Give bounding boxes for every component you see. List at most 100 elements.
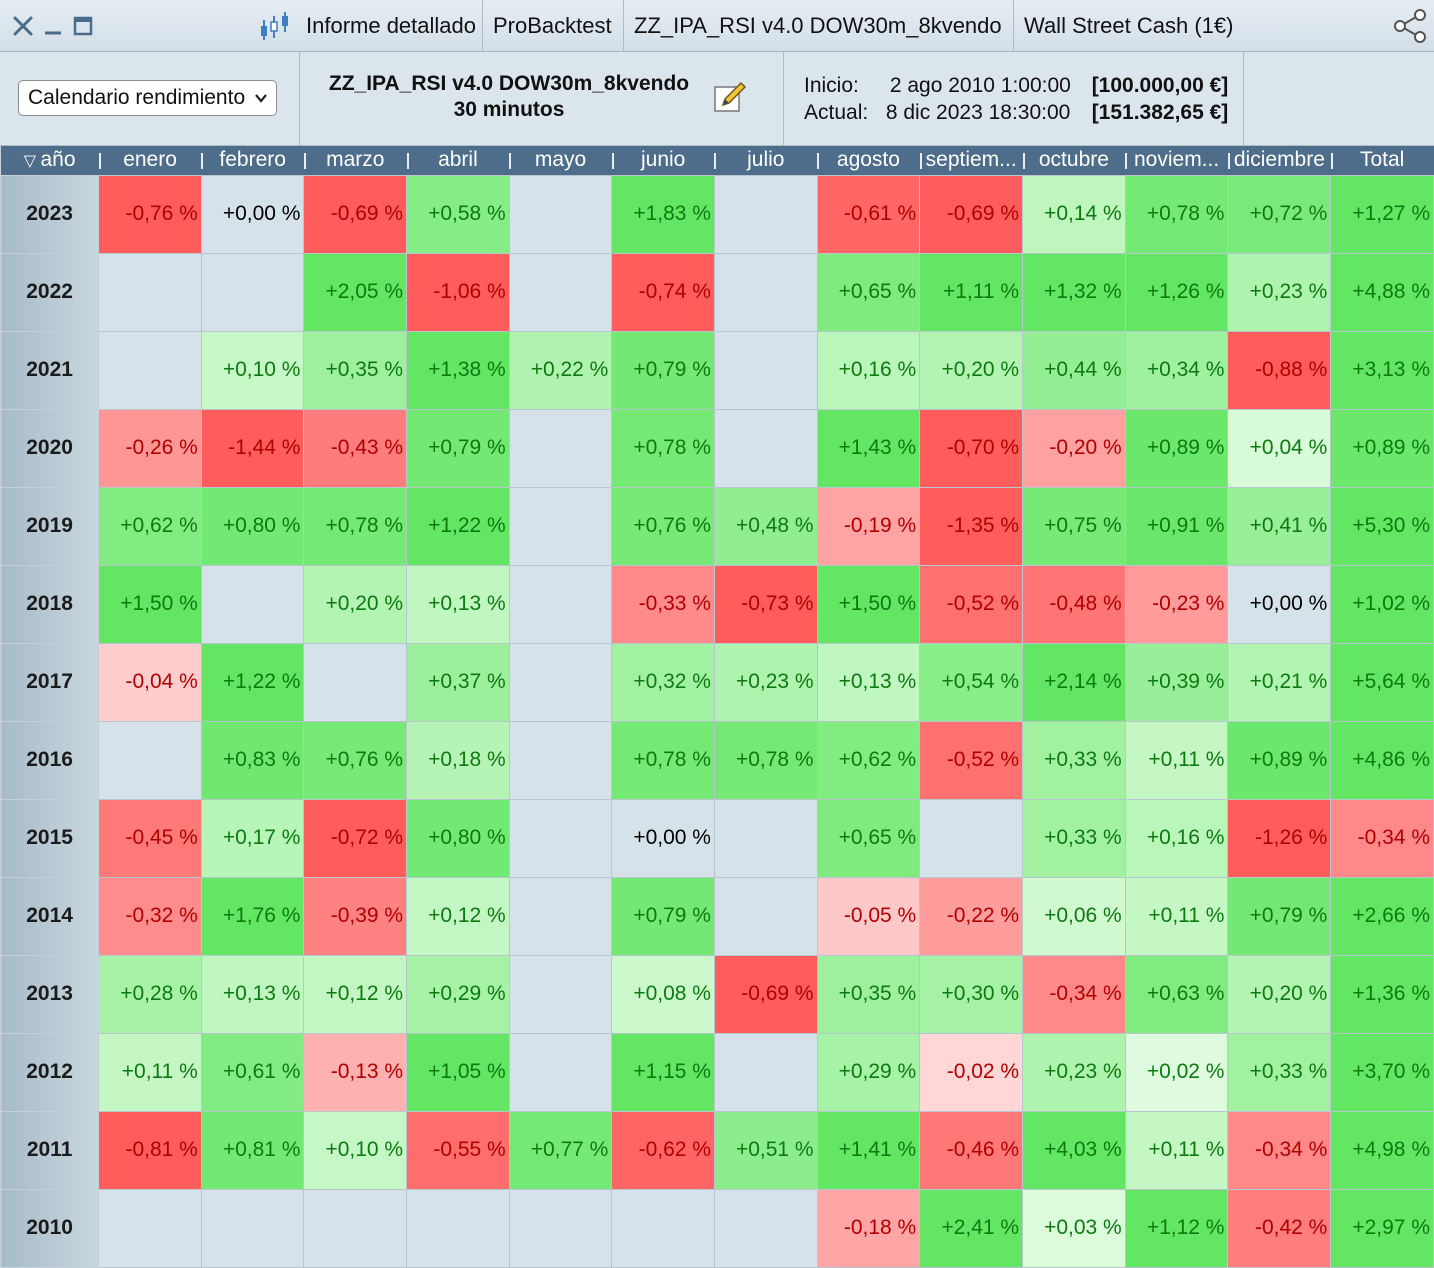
month-cell: -0,61 % — [816, 174, 921, 254]
month-cell: +0,54 % — [919, 642, 1024, 722]
month-cell: +0,37 % — [406, 642, 510, 722]
minimize-icon[interactable] — [38, 11, 68, 41]
view-select[interactable]: Calendario rendimiento — [18, 80, 277, 116]
table-row: 2015 -0,45 % +0,17 % -0,72 % +0,80 % +0,00 % +… — [0, 798, 1434, 878]
month-cell: +0,91 % — [1124, 486, 1229, 566]
share-icon[interactable] — [1390, 8, 1430, 44]
column-header-year[interactable]: ▽ año — [0, 146, 99, 175]
year-cell: 2012 — [0, 1032, 100, 1112]
table-row: 2013 +0,28 % +0,13 % +0,12 % +0,29 % +0,08 % -… — [0, 954, 1434, 1034]
start-date: 2 ago 2010 1:00:00 — [889, 74, 1071, 97]
column-header[interactable]: Total — [1330, 146, 1434, 175]
month-cell: +0,23 % — [713, 642, 818, 722]
column-header[interactable]: octubre — [1022, 146, 1126, 175]
month-cell — [508, 642, 613, 722]
month-cell: +4,03 % — [1022, 1110, 1126, 1190]
month-cell: +0,83 % — [200, 720, 305, 800]
month-cell: +0,20 % — [919, 330, 1024, 410]
year-cell: 2017 — [0, 642, 100, 722]
close-icon[interactable] — [8, 11, 38, 41]
month-cell — [508, 720, 613, 800]
column-header[interactable]: septiem... — [919, 146, 1023, 175]
total-cell: +3,13 % — [1330, 330, 1434, 410]
table-row: 2020 -0,26 % -1,44 % -0,43 % +0,79 % +0,78 % +… — [0, 408, 1434, 488]
month-cell — [713, 330, 818, 410]
month-cell: -0,13 % — [303, 1032, 408, 1112]
month-cell: +0,21 % — [1227, 642, 1332, 722]
start-value: [100.000,00 €] — [1091, 74, 1229, 97]
edit-pencil-icon[interactable] — [711, 79, 749, 117]
column-header[interactable]: agosto — [817, 146, 920, 175]
column-header-label: mayo — [534, 148, 587, 172]
month-cell: +0,18 % — [406, 720, 510, 800]
column-header[interactable]: marzo — [303, 146, 407, 175]
column-header-label: diciembre — [1233, 148, 1325, 172]
total-cell: -0,34 % — [1330, 798, 1434, 878]
table-row: 2022 +2,05 % -1,06 % -0,74 % +0,65 % +1,11 % +… — [0, 252, 1434, 332]
month-cell: -1,26 % — [1227, 798, 1332, 878]
table-row: 2021 +0,10 % +0,35 % +1,38 % +0,22 % +0,79 % +… — [0, 330, 1434, 410]
month-cell: +0,35 % — [816, 954, 921, 1034]
month-cell: +0,77 % — [508, 1110, 613, 1190]
timeframe: 30 minutos — [453, 98, 565, 121]
month-cell — [508, 564, 613, 644]
month-cell: +0,72 % — [1227, 174, 1332, 254]
maximize-icon[interactable] — [68, 11, 98, 41]
month-cell: -0,72 % — [303, 798, 408, 878]
total-cell: +2,97 % — [1330, 1188, 1434, 1268]
column-header[interactable]: abril — [406, 146, 510, 175]
month-cell: +0,04 % — [1227, 408, 1332, 488]
month-cell: -1,06 % — [406, 252, 510, 332]
month-cell: +0,79 % — [406, 408, 510, 488]
column-header[interactable]: junio — [611, 146, 715, 175]
month-cell: -0,33 % — [611, 564, 715, 644]
month-cell: -0,69 % — [919, 174, 1024, 254]
column-header[interactable]: febrero — [201, 146, 304, 175]
table-row: 2012 +0,11 % +0,61 % -0,13 % +1,05 % +1,15 % +… — [0, 1032, 1434, 1112]
month-cell: +0,34 % — [1124, 330, 1229, 410]
total-cell: +3,70 % — [1330, 1032, 1434, 1112]
month-cell: +0,80 % — [406, 798, 510, 878]
column-header[interactable]: noviem... — [1125, 146, 1228, 175]
month-cell: -0,39 % — [303, 876, 408, 956]
tab-probacktest[interactable]: ProBacktest — [483, 0, 624, 52]
tab-strategy[interactable]: ZZ_IPA_RSI v4.0 DOW30m_8kvendo — [624, 0, 1014, 52]
month-cell: +1,41 % — [816, 1110, 921, 1190]
month-cell: +0,48 % — [713, 486, 818, 566]
month-cell: +0,28 % — [98, 954, 202, 1034]
column-header[interactable]: julio — [714, 146, 818, 175]
month-cell: -0,62 % — [611, 1110, 715, 1190]
month-cell: -0,34 % — [1227, 1110, 1332, 1190]
month-cell: +1,76 % — [200, 876, 305, 956]
tab-instrument[interactable]: Wall Street Cash (1€) — [1024, 13, 1234, 38]
month-cell: -0,20 % — [1022, 408, 1126, 488]
month-cell: +0,03 % — [1022, 1188, 1126, 1268]
month-cell: +1,50 % — [816, 564, 921, 644]
month-cell: +0,81 % — [200, 1110, 305, 1190]
month-cell: +0,78 % — [611, 408, 715, 488]
column-header[interactable]: mayo — [509, 146, 612, 175]
month-cell: +0,80 % — [200, 486, 305, 566]
year-cell: 2018 — [0, 564, 100, 644]
month-cell — [508, 1032, 613, 1112]
column-header-label: febrero — [219, 148, 286, 172]
month-cell: -0,45 % — [98, 798, 202, 878]
month-cell — [713, 408, 818, 488]
month-cell — [508, 954, 613, 1034]
tab-informe-detallado[interactable]: Informe detallado — [296, 0, 483, 52]
column-header[interactable]: diciembre — [1227, 146, 1331, 175]
month-cell: +1,50 % — [98, 564, 202, 644]
table-row: 2016 +0,83 % +0,76 % +0,18 % +0,78 % +0,78 % +… — [0, 720, 1434, 800]
year-cell: 2014 — [0, 876, 100, 956]
year-cell: 2011 — [0, 1110, 100, 1190]
month-cell — [303, 642, 408, 722]
month-cell: +0,10 % — [303, 1110, 408, 1190]
column-header[interactable]: enero — [98, 146, 202, 175]
month-cell: +0,51 % — [713, 1110, 818, 1190]
table-body: 2023 -0,76 % +0,00 % -0,69 % +0,58 % +1,83 % -… — [0, 174, 1434, 1268]
period-section: Inicio: 2 ago 2010 1:00:00 [100.000,00 €… — [784, 52, 1244, 146]
month-cell: +2,41 % — [919, 1188, 1024, 1268]
column-header-label: enero — [123, 148, 177, 172]
column-header-label: Total — [1359, 148, 1405, 172]
current-label: Actual: — [804, 101, 869, 124]
